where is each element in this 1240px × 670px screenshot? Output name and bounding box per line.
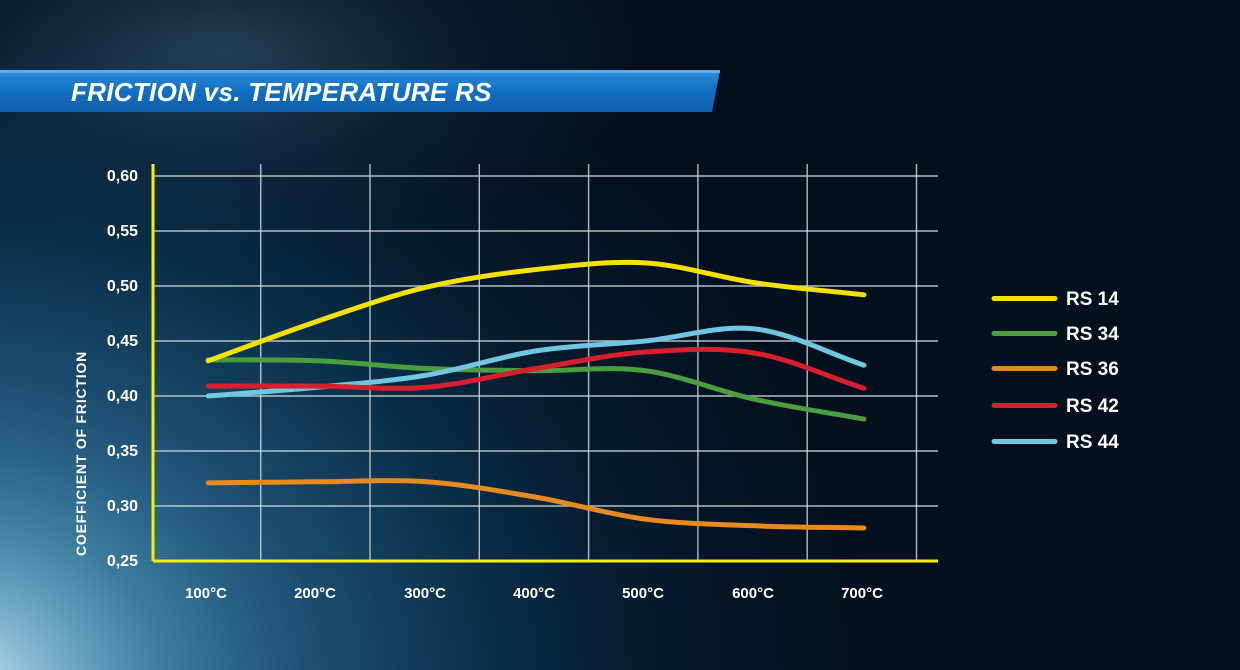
svg-text:RS 14: RS 14: [1066, 289, 1119, 310]
svg-text:RS 42: RS 42: [1066, 396, 1119, 417]
svg-text:COEFFICIENT OF FRICTION: COEFFICIENT OF FRICTION: [73, 351, 89, 556]
svg-text:RS 34: RS 34: [1066, 324, 1119, 345]
svg-text:RS 36: RS 36: [1066, 359, 1119, 380]
svg-text:RS 44: RS 44: [1066, 432, 1119, 453]
